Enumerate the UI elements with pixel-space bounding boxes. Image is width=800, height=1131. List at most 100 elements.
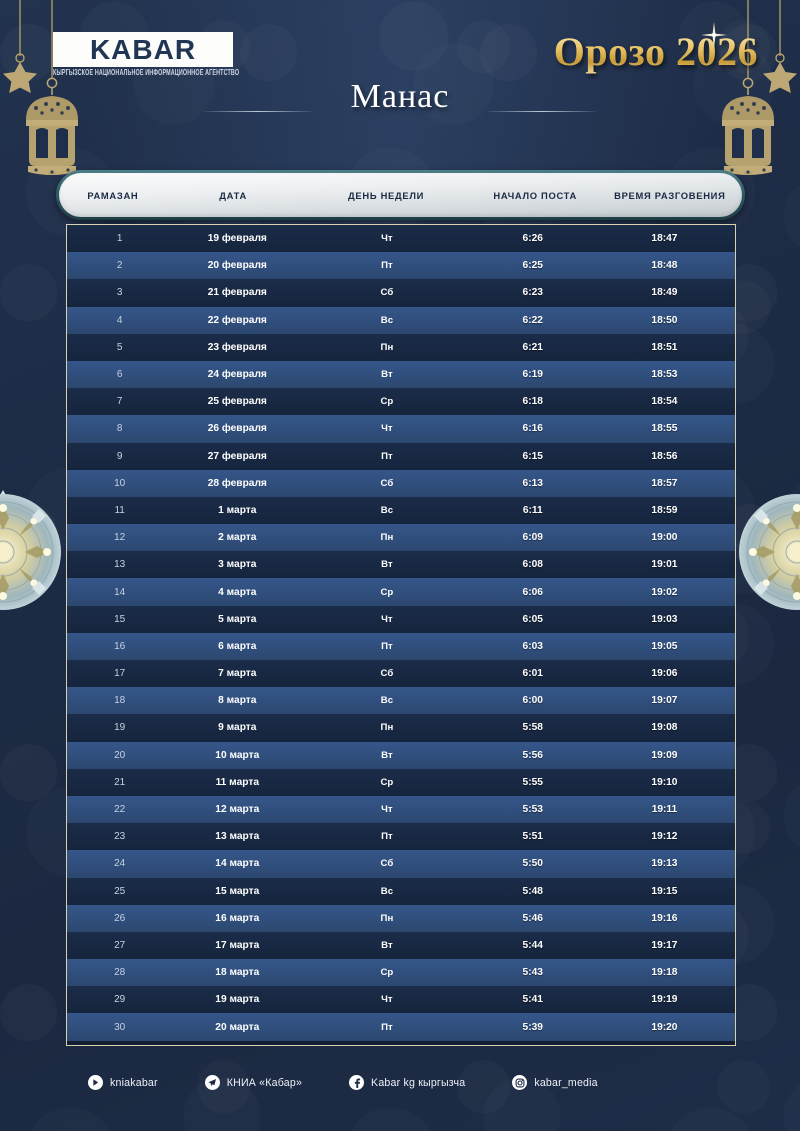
cell-ramazan: 20 [114, 749, 126, 761]
cell-date: 4 марта [218, 586, 257, 598]
social-footer: kniakabar КНИА «Кабар» Kabar kg кыргызча ka… [0, 1075, 800, 1090]
cell-ramazan: 16 [114, 640, 126, 652]
cell-ramazan: 6 [116, 369, 123, 381]
cell-iftar: 19:07 [651, 695, 678, 707]
column-header-fast-start: НАЧАЛО ПОСТА [493, 189, 577, 201]
cell-fast-start: 6:16 [522, 423, 543, 435]
social-link-telegram[interactable]: КНИА «Кабар» [204, 1075, 303, 1090]
cell-fast-start: 5:51 [522, 831, 543, 843]
telegram-icon[interactable] [204, 1075, 220, 1090]
social-link-youtube[interactable]: kniakabar [88, 1075, 158, 1090]
cell-date: 28 февраля [207, 477, 267, 489]
cell-date: 17 марта [215, 939, 260, 951]
cell-iftar: 19:06 [651, 668, 678, 680]
cell-fast-start: 5:44 [522, 939, 543, 951]
cell-iftar: 19:12 [651, 831, 678, 843]
cell-fast-start: 6:03 [522, 640, 543, 652]
cell-date: 12 марта [215, 804, 260, 816]
cell-date: 19 марта [215, 994, 260, 1006]
calendar-table: 1 19 февраля Чт 6:26 18:47 2 20 февраля Пт 6:25 1… [66, 224, 736, 1046]
table-row: 6 24 февраля Вт 6:19 18:53 [67, 360, 735, 389]
social-label: kabar_media [534, 1076, 598, 1089]
table-row: 14 4 марта Ср 6:06 19:02 [67, 578, 735, 606]
instagram-icon[interactable] [512, 1075, 528, 1090]
social-label: КНИА «Кабар» [226, 1076, 303, 1089]
cell-weekday: Чт [381, 613, 393, 625]
cell-ramazan: 27 [114, 939, 126, 951]
cell-fast-start: 5:56 [522, 749, 543, 761]
cell-ramazan: 1 [116, 233, 123, 245]
cell-iftar: 19:10 [651, 776, 678, 788]
cell-date: 25 февраля [207, 396, 267, 408]
cell-ramazan: 4 [116, 314, 123, 326]
cell-iftar: 19:15 [651, 885, 678, 897]
cell-weekday: Пт [381, 1021, 393, 1033]
cell-iftar: 18:47 [651, 233, 678, 245]
cell-iftar: 19:01 [651, 559, 678, 571]
table-row: 30 20 марта Пт 5:39 19:20 [67, 1013, 735, 1041]
cell-fast-start: 6:25 [522, 260, 543, 272]
cell-weekday: Пт [381, 260, 393, 272]
cell-fast-start: 5:50 [522, 858, 543, 870]
table-row: 27 17 марта Вт 5:44 19:17 [67, 931, 735, 960]
cell-weekday: Вт [381, 559, 393, 571]
cell-iftar: 18:56 [651, 450, 678, 462]
cell-fast-start: 6:08 [522, 559, 543, 571]
cell-fast-start: 6:23 [522, 287, 543, 299]
mandala-ornament-right [732, 487, 800, 622]
cell-iftar: 18:49 [651, 287, 678, 299]
cell-weekday: Пн [380, 912, 394, 924]
cell-fast-start: 5:55 [522, 776, 543, 788]
table-row: 22 12 марта Чт 5:53 19:11 [67, 795, 735, 824]
cell-ramazan: 21 [114, 776, 126, 788]
cell-date: 20 февраля [207, 260, 267, 272]
cell-ramazan: 30 [114, 1021, 126, 1033]
table-row: 19 9 марта Пн 5:58 19:08 [67, 714, 735, 742]
cell-ramazan: 12 [114, 532, 126, 544]
cell-iftar: 18:55 [651, 423, 678, 435]
table-row: 21 11 марта Ср 5:55 19:10 [67, 768, 735, 796]
cell-iftar: 19:19 [651, 994, 678, 1006]
cell-date: 14 марта [215, 858, 260, 870]
cell-weekday: Ср [380, 396, 394, 408]
cell-date: 24 февраля [207, 369, 267, 381]
cell-date: 5 марта [218, 613, 257, 625]
cell-date: 19 февраля [207, 233, 267, 245]
cell-ramazan: 19 [114, 722, 126, 734]
social-link-instagram[interactable]: kabar_media [512, 1075, 598, 1090]
cell-iftar: 19:20 [651, 1021, 678, 1033]
social-link-facebook[interactable]: Kabar kg кыргызча [349, 1075, 465, 1090]
cell-ramazan: 24 [114, 858, 126, 870]
cell-weekday: Вт [381, 939, 393, 951]
cell-fast-start: 5:43 [522, 967, 543, 979]
cell-date: 26 февраля [207, 423, 267, 435]
facebook-icon[interactable] [349, 1075, 365, 1090]
cell-ramazan: 9 [116, 450, 123, 462]
cell-ramazan: 7 [116, 396, 123, 408]
cell-ramazan: 11 [114, 504, 125, 516]
cell-fast-start: 6:19 [522, 369, 543, 381]
cell-date: 16 марта [215, 912, 260, 924]
cell-date: 11 марта [215, 776, 259, 788]
cell-weekday: Пн [380, 722, 394, 734]
cell-weekday: Вс [380, 885, 394, 897]
cell-weekday: Сб [380, 477, 394, 489]
cell-date: 2 марта [218, 532, 257, 544]
cell-fast-start: 5:53 [522, 804, 543, 816]
cell-ramazan: 5 [116, 341, 123, 353]
table-row: 5 23 февраля Пн 6:21 18:51 [67, 333, 735, 361]
column-header-iftar: ВРЕМЯ РАЗГОВЕНИЯ [614, 189, 726, 201]
cell-weekday: Пн [380, 532, 394, 544]
cell-weekday: Сб [380, 287, 394, 299]
social-label: kniakabar [110, 1076, 158, 1089]
column-header-data: ДАТА [219, 189, 247, 201]
table-row: 2 20 февраля Пт 6:25 18:48 [67, 252, 735, 280]
cell-weekday: Пт [381, 640, 393, 652]
cell-weekday: Пт [381, 831, 393, 843]
cell-fast-start: 6:00 [522, 695, 543, 707]
youtube-icon[interactable] [88, 1075, 103, 1090]
logo-wordmark: KABAR [89, 33, 197, 65]
cell-iftar: 18:48 [651, 260, 678, 272]
cell-date: 15 марта [215, 885, 260, 897]
cell-date: 18 марта [215, 967, 260, 979]
